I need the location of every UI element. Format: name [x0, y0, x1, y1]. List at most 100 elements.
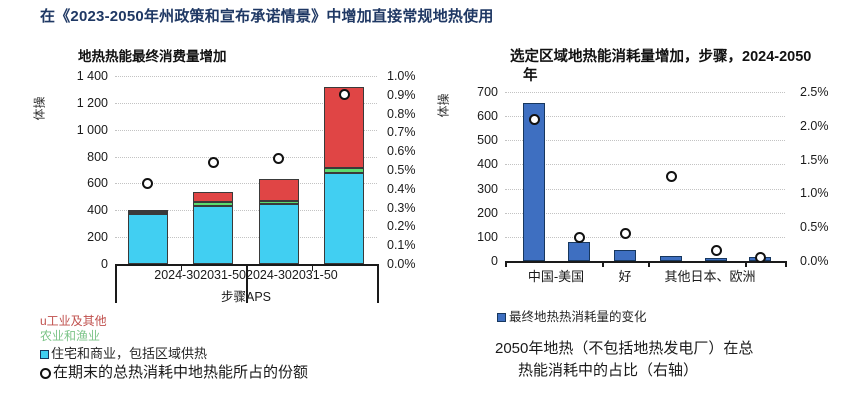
grid-line — [505, 116, 785, 118]
right-chart-note: 2050年地热（不包括地热发电厂）在总 热能消耗中的占比（右轴） — [495, 338, 855, 382]
y-axis-tick-label: 200 — [87, 230, 108, 245]
grid-line — [115, 129, 377, 131]
right-axis-tick-label: 0.8% — [387, 106, 416, 121]
y-axis-tick-label: 400 — [477, 157, 498, 172]
grid-line — [505, 212, 785, 214]
share-dot — [338, 89, 350, 101]
group-label-row: 步骤APS — [221, 286, 271, 305]
right-axis-tick-label: 1.0% — [800, 186, 829, 201]
x-axis-label: 其他日本、欧洲 — [664, 269, 756, 284]
category-label: 2031-50 — [200, 268, 246, 282]
x-axis-tick — [745, 261, 747, 267]
bar — [568, 241, 590, 261]
share-dot — [273, 153, 285, 165]
y-axis-tick-label: 1 200 — [76, 95, 108, 110]
square-marker-icon — [40, 350, 49, 360]
legend-share-dot-label: 在期末的总热消耗中地热能所占的份额 — [53, 364, 309, 381]
right-axis-tick-label: 0.5% — [800, 220, 829, 235]
square-marker-icon — [497, 313, 506, 323]
y-axis-tick-label: 0 — [491, 254, 498, 268]
right-axis-tick-label: 0.7% — [387, 125, 416, 140]
legend-agriculture: 农业和渔业 — [40, 327, 100, 344]
legend-share-dot: 在期末的总热消耗中地热能所占的份额 — [40, 361, 308, 382]
y-axis-tick-label: 200 — [477, 205, 498, 220]
y-axis-tick-label: 300 — [477, 181, 498, 196]
bar-segment — [127, 209, 168, 213]
share-dot — [665, 171, 677, 182]
bar-segment — [258, 179, 299, 201]
y-axis-tick-label: 500 — [477, 133, 498, 148]
right-axis-tick-label: 0.0% — [800, 254, 829, 268]
right-chart-legend: 最终地热热消耗量的变化 — [497, 306, 647, 325]
legend-agriculture-label: 农业和渔业 — [40, 329, 101, 343]
right-chart-title-line1: 选定区域地热能消耗量增加，步骤，2024-2050 — [510, 49, 812, 65]
group-label: APS — [246, 290, 272, 304]
bar-segment — [193, 192, 234, 203]
right-axis-tick-label: 0.0% — [387, 257, 416, 271]
y-axis-tick-label: 0 — [101, 257, 108, 271]
category-label: 2024-30 — [154, 268, 201, 282]
left-chart-plot-area: 1 400 1 200 1 000 800 600 400 200 0 1.0% 0.9% 0.8%… — [30, 45, 437, 325]
grid-line — [115, 102, 377, 104]
bar-segment — [258, 200, 299, 205]
x-axis-tick — [505, 261, 507, 267]
right-axis-tick-label: 0.9% — [387, 87, 416, 102]
share-dot — [754, 252, 766, 264]
bar — [523, 102, 545, 261]
x-axis-tick — [311, 264, 313, 271]
left-chart: 地热热能最终消费量增加 体操 1 400 1 200 1 000 800 600 400 2… — [30, 45, 437, 325]
group-label: 步骤 — [220, 290, 246, 304]
right-chart-note-line2: 热能消耗中的占比（右轴） — [518, 362, 699, 379]
bar-segment — [193, 206, 234, 264]
x-axis-tick — [785, 261, 787, 267]
bar — [705, 258, 727, 261]
category-label: 2024-30 — [246, 268, 292, 282]
legend-industry: u工业及其他 — [40, 312, 107, 329]
circle-marker-icon — [40, 367, 51, 379]
right-axis-tick-label: 0.4% — [387, 181, 416, 196]
right-axis-tick-label: 0.2% — [387, 219, 416, 234]
y-axis-tick-label: 600 — [477, 109, 498, 124]
y-axis-tick-label: 600 — [87, 176, 108, 191]
right-axis-tick-label: 0.1% — [387, 238, 416, 253]
share-dot — [710, 245, 722, 257]
x-axis-label: 中国-美国 — [527, 269, 585, 284]
bar-segment — [324, 87, 365, 168]
share-dot — [142, 177, 154, 189]
group-separator — [377, 264, 379, 303]
grid-line — [505, 140, 785, 142]
bar-segment — [324, 172, 365, 264]
share-dot — [619, 228, 631, 240]
legend-industry-label: u工业及其他 — [40, 314, 107, 328]
x-axis-label: 好 — [618, 269, 632, 284]
grid-line — [115, 183, 377, 185]
grid-line — [115, 76, 377, 77]
category-label: 2031-50 — [291, 268, 338, 282]
grid-line — [505, 164, 785, 166]
right-axis-tick-label: 0.3% — [387, 200, 416, 215]
right-axis-tick-label: 0.6% — [387, 144, 416, 159]
x-axis-tick — [602, 261, 604, 267]
legend-residential: 住宅和商业，包括区域供热 — [40, 343, 207, 362]
grid-line — [115, 210, 377, 212]
y-axis-tick-label: 400 — [87, 203, 108, 218]
legend-residential-label: 住宅和商业，包括区域供热 — [51, 346, 208, 361]
bar — [660, 255, 682, 261]
y-axis-tick-label: 700 — [477, 85, 498, 99]
left-chart-title: 地热热能最终消费量增加 — [78, 49, 227, 64]
bar-segment — [258, 204, 299, 264]
x-axis-tick — [648, 261, 650, 267]
group-separator — [115, 264, 117, 303]
y-axis-tick-label: 800 — [87, 149, 108, 164]
right-axis-tick-label: 1.5% — [800, 152, 829, 167]
right-axis-tick-label: 1.0% — [387, 69, 416, 83]
bar-segment — [127, 214, 168, 264]
page-title: 在《2023-2050年州政策和宣布承诺情景》中增加直接常规地热使用 — [40, 8, 494, 25]
bar — [614, 250, 636, 261]
right-axis-tick-label: 2.0% — [800, 118, 829, 133]
group-separator — [246, 264, 248, 303]
bar-segment — [324, 167, 365, 173]
y-axis-tick-label: 1 000 — [76, 122, 108, 137]
right-chart-title-line2: 年 — [523, 68, 538, 84]
share-dot — [573, 231, 585, 243]
